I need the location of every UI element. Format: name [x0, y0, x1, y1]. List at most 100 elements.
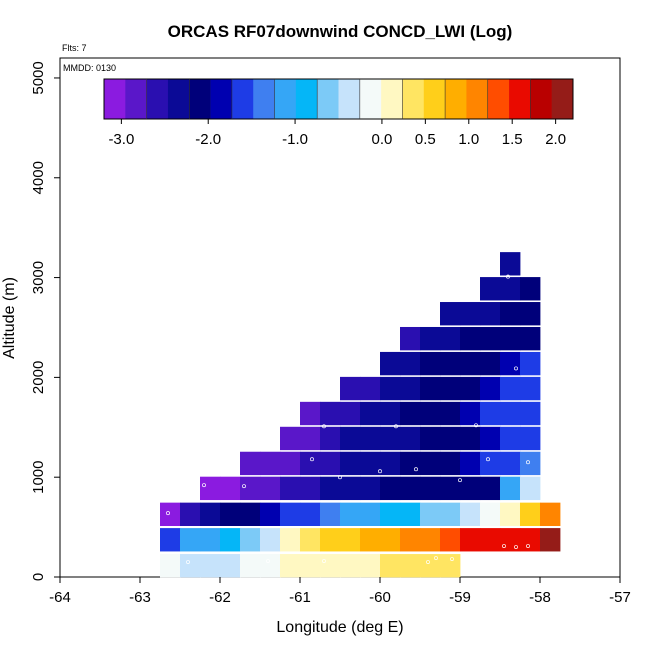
colorbar-swatch	[125, 79, 147, 119]
heatmap-cell	[360, 476, 381, 501]
heatmap-cell	[480, 426, 501, 451]
heatmap-cell	[380, 476, 401, 501]
colorbar-tick-label: 0.5	[415, 131, 436, 148]
heatmap-cell	[260, 476, 281, 501]
heatmap-cell	[360, 502, 381, 526]
x-tick-label: -58	[529, 589, 551, 606]
heatmap-cell	[320, 426, 341, 451]
sample-point	[310, 457, 314, 462]
sample-point	[434, 556, 438, 560]
heatmap-cell	[520, 302, 541, 326]
heatmap-cell	[400, 401, 421, 426]
heatmap-cell	[480, 326, 501, 351]
sample-point	[426, 560, 430, 564]
heatmap-cell	[240, 502, 261, 526]
heatmap-cell	[300, 451, 321, 476]
colorbar-swatch	[317, 79, 339, 119]
colorbar-tick-label: -2.0	[195, 131, 221, 148]
x-tick-label: -61	[289, 589, 311, 606]
heatmap-cell	[360, 451, 381, 476]
heatmap-cell	[320, 554, 341, 578]
heatmap-cell	[440, 376, 461, 401]
sample-point	[450, 557, 454, 561]
heatmap-cell	[440, 401, 461, 426]
heatmap-cell	[480, 451, 501, 476]
colorbar-swatch	[402, 79, 425, 119]
heatmap-cell	[320, 528, 341, 552]
x-tick-label: -63	[129, 589, 151, 606]
heatmap-cell	[520, 326, 541, 351]
heatmap-cell	[280, 528, 301, 552]
colorbar-swatch	[210, 79, 233, 119]
y-tick-label: 1000	[30, 461, 47, 494]
heatmap-cell	[520, 502, 541, 526]
heatmap-cell	[320, 451, 341, 476]
heatmap-cell	[480, 401, 501, 426]
heatmap-cell	[260, 502, 281, 526]
heatmap-cell	[380, 528, 401, 552]
sample-point	[514, 366, 518, 371]
heatmap-cell	[220, 554, 241, 578]
heatmap-cell	[520, 426, 541, 451]
heatmap-cell	[420, 451, 441, 476]
sample-point	[458, 478, 462, 483]
colorbar-swatch	[487, 79, 510, 119]
heatmap-cell	[420, 502, 441, 526]
heatmap-cell	[200, 502, 221, 526]
date-label: MMDD: 0130	[63, 63, 116, 73]
heatmap-cells	[160, 252, 561, 578]
heatmap-cell	[300, 476, 321, 501]
heatmap-cell	[520, 476, 541, 501]
heatmap-cell	[280, 476, 301, 501]
heatmap-cell	[420, 351, 441, 376]
sample-point	[506, 274, 510, 279]
heatmap-cell	[420, 554, 441, 578]
heatmap-cell	[540, 528, 561, 552]
sample-point	[502, 544, 506, 549]
heatmap-cell	[340, 451, 361, 476]
heatmap-cell	[340, 426, 361, 451]
colorbar-tick-label: 2.0	[545, 131, 566, 148]
heatmap-cell	[520, 277, 541, 301]
heatmap-cell	[400, 528, 421, 552]
heatmap-cell	[400, 451, 421, 476]
heatmap-cell	[520, 451, 541, 476]
colorbar: -3.0 -2.0 -1.0 0.0 0.5 1.0 1.5 2.0	[103, 78, 574, 148]
heatmap-cell	[360, 426, 381, 451]
heatmap-cell	[400, 476, 421, 501]
colorbar-swatch	[274, 79, 297, 119]
x-tick-label: -59	[449, 589, 471, 606]
sample-point	[526, 460, 530, 465]
colorbar-tick-label: 1.0	[458, 131, 479, 148]
heatmap-cell	[440, 326, 461, 351]
colorbar-swatch	[423, 79, 446, 119]
heatmap-cell	[360, 528, 381, 552]
heatmap-cell	[240, 554, 261, 578]
heatmap-cell	[500, 252, 521, 276]
heatmap-cell	[380, 451, 401, 476]
heatmap-cell	[340, 376, 361, 401]
heatmap-cell	[300, 554, 321, 578]
colorbar-swatch	[551, 79, 574, 119]
heatmap-cell	[520, 376, 541, 401]
heatmap-cell	[380, 554, 401, 578]
heatmap-cell	[420, 326, 441, 351]
heatmap-cell	[380, 426, 401, 451]
chart-title: ORCAS RF07downwind CONCD_LWI (Log)	[168, 22, 513, 41]
y-tick-label: 4000	[30, 161, 47, 194]
y-axis-label: Altitude (m)	[1, 277, 18, 359]
heatmap-cell	[320, 476, 341, 501]
heatmap-cell	[480, 277, 501, 301]
heatmap-cell	[400, 326, 421, 351]
heatmap-cell	[440, 528, 461, 552]
heatmap-cell	[460, 502, 481, 526]
heatmap-cell	[440, 502, 461, 526]
heatmap-cell	[480, 351, 501, 376]
heatmap-cell	[460, 451, 481, 476]
colorbar-tick-label: 0.0	[371, 131, 392, 148]
heatmap-cell	[520, 351, 541, 376]
heatmap-cell	[260, 451, 281, 476]
heatmap-cell	[300, 401, 321, 426]
x-axis-label: Longitude (deg E)	[276, 619, 403, 636]
